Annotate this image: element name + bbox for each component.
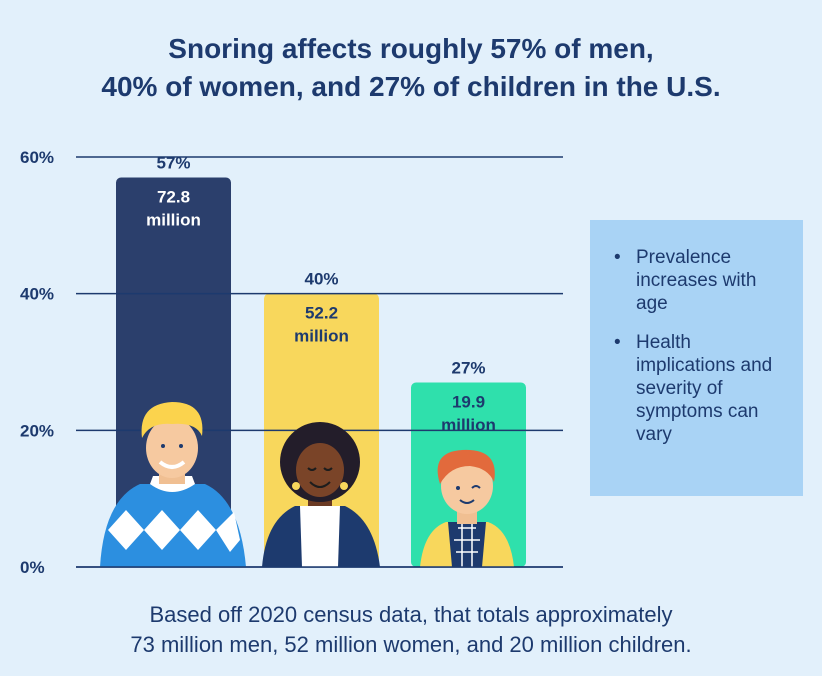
- info-box: • Prevalence increases with age • Health…: [590, 220, 803, 496]
- bullet-icon: •: [614, 247, 621, 268]
- bar-men: [116, 177, 231, 567]
- title-line-1: Snoring affects roughly 57% of men,: [168, 33, 654, 64]
- info-list: • Prevalence increases with age • Health…: [590, 220, 803, 446]
- info-item-age: • Prevalence increases with age: [614, 246, 787, 315]
- info-item-label: Prevalence increases with age: [636, 247, 757, 314]
- woman-illustration: [262, 422, 380, 567]
- population-unit: million: [441, 416, 496, 435]
- population-number: 72.8: [157, 188, 190, 207]
- bullet-icon: •: [614, 332, 621, 353]
- value-label: 27%: [451, 359, 485, 378]
- population-unit: million: [294, 327, 349, 346]
- y-tick-label: 60%: [20, 148, 54, 167]
- value-label: 40%: [304, 270, 338, 289]
- population-number: 19.9: [452, 393, 485, 412]
- y-tick-label: 40%: [20, 285, 54, 304]
- population-number: 52.2: [305, 304, 338, 323]
- title-line-2: 40% of women, and 27% of children in the…: [101, 71, 721, 102]
- footnote-line-2: 73 million men, 52 million women, and 20…: [130, 632, 692, 657]
- value-label: 57%: [156, 154, 190, 173]
- y-tick-label: 20%: [20, 421, 54, 440]
- man-illustration: [100, 402, 246, 567]
- chart-title: Snoring affects roughly 57% of men, 40% …: [0, 30, 822, 106]
- population-unit: million: [146, 211, 201, 230]
- info-item-label: Health implications and severity of symp…: [636, 332, 773, 445]
- footnote: Based off 2020 census data, that totals …: [0, 600, 822, 660]
- child-illustration: [420, 449, 514, 567]
- y-tick-label: 0%: [20, 558, 45, 577]
- footnote-line-1: Based off 2020 census data, that totals …: [149, 602, 673, 627]
- bar-chart: 0% 20% 40% 60% 57% 72.8 million 40% 52.2 million 2…: [20, 148, 563, 577]
- info-item-health: • Health implications and severity of sy…: [614, 331, 787, 446]
